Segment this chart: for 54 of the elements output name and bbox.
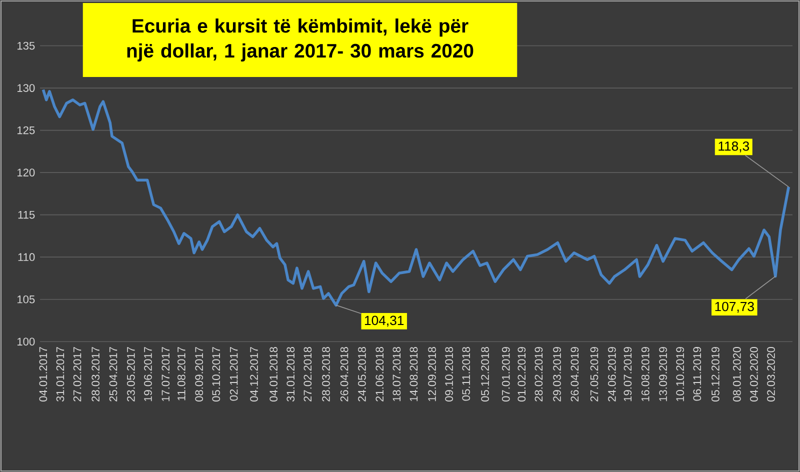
x-tick-label: 16.08.2019 <box>641 347 650 402</box>
y-tick-label: 110 <box>18 253 35 262</box>
y-tick-label: 125 <box>18 126 35 134</box>
x-tick-label: 08.01.2020 <box>732 346 741 402</box>
chart-title: Ecuria e kursit të këmbimit, lekë për një dollar, 1 janar 2017- 30 mars 2020 <box>127 18 474 62</box>
x-tick-label: 13.09.2019 <box>659 347 667 402</box>
y-tick-label: 135 <box>18 42 35 50</box>
annotation: 104,31 <box>364 316 404 327</box>
x-tick-label: 02.03.2020 <box>767 346 775 402</box>
annotation: 107,73 <box>715 302 754 313</box>
x-tick-label: 05.12.2019 <box>712 347 720 402</box>
annotation: 118,3 <box>718 141 750 152</box>
x-tick-label: 05.10.2017 <box>212 347 220 402</box>
x-tick-label: 27.02.2018 <box>304 347 312 402</box>
x-tick-label: 28.03.2018 <box>322 347 330 402</box>
x-tick-label: 01.02.2019 <box>518 347 526 402</box>
x-tick-label: 24.06.2019 <box>608 347 616 402</box>
x-tick-label: 26.04.2018 <box>340 347 348 402</box>
x-tick-label: 17.07.2017 <box>162 347 170 402</box>
x-tick-label: 07.01.2019 <box>502 347 510 402</box>
x-tick-label: 21.06.2018 <box>376 347 384 402</box>
x-tick-label: 18.07.2018 <box>392 347 401 402</box>
y-tick-label: 120 <box>18 168 35 176</box>
x-tick-label: 19.06.2017 <box>144 347 152 402</box>
x-tick-label: 08.09.2017 <box>195 347 204 402</box>
x-tick-label: 23.05.2017 <box>127 347 135 402</box>
x-tick-label: 19.07.2019 <box>624 347 632 402</box>
x-tick-label: 26.04.2019 <box>570 347 579 402</box>
x-tick-label: 27.05.2019 <box>590 347 598 402</box>
y-tick-label: 105 <box>18 295 35 304</box>
x-tick-label: 31.01.2017 <box>56 347 64 402</box>
x-tick-label: 28.03.2017 <box>92 347 100 402</box>
y-tick-label: 130 <box>18 84 35 92</box>
y-tick-label: 115 <box>18 210 35 219</box>
y-tick-label: 100 <box>18 338 35 346</box>
x-tick-label: 29.03.2019 <box>553 347 561 402</box>
x-tick-label: 27.02.2017 <box>73 347 82 402</box>
x-tick-label: 11.08.2017 <box>178 347 186 400</box>
x-tick-label: 04.02.2020 <box>750 346 758 402</box>
x-tick-label: 05.12.2018 <box>481 347 489 402</box>
x-tick-label: 05.11.2018 <box>462 347 470 401</box>
x-tick-label: 04.12.2017 <box>250 347 258 402</box>
x-tick-label: 24.05.2018 <box>358 347 366 402</box>
x-tick-label: 04.01.2018 <box>270 347 278 402</box>
x-tick-label: 28.02.2019 <box>534 347 543 402</box>
x-tick-label: 09.10.2018 <box>445 347 453 402</box>
x-tick-label: 31.01.2018 <box>286 347 295 402</box>
x-tick-label: 14.08.2018 <box>410 347 418 402</box>
x-tick-label: 10.10.2019 <box>676 347 684 402</box>
x-tick-label: 25.04.2017 <box>109 347 118 402</box>
x-tick-label: 12.09.2018 <box>428 347 436 402</box>
x-tick-label: 06.11.2019 <box>693 347 702 401</box>
x-tick-label: 04.01.2017 <box>39 347 48 402</box>
x-tick-label: 02.11.2017 <box>230 347 238 401</box>
